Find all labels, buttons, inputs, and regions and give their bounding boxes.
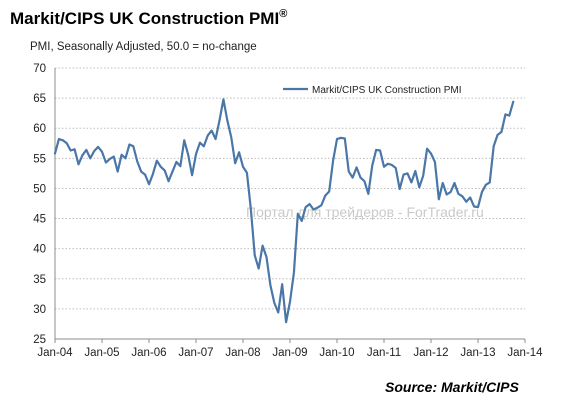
y-tick-label: 60 [33, 123, 46, 135]
registered-mark: ® [279, 8, 287, 20]
series-line-construction-pmi [53, 98, 515, 324]
y-tick-label: 65 [33, 93, 46, 105]
y-tick-label: 30 [33, 304, 46, 316]
y-tick-label: 50 [33, 183, 46, 195]
x-tick-label: Jan-12 [413, 347, 448, 359]
y-tick-label: 40 [33, 244, 46, 256]
x-tick-label: Jan-04 [37, 347, 73, 359]
y-tick-label: 45 [33, 214, 46, 226]
x-tick-label: Jan-07 [178, 347, 213, 359]
x-tick-label: Jan-14 [507, 347, 543, 359]
watermark: Портал для трейдеров - ForTrader.ru [246, 204, 484, 220]
y-tick-label: 25 [33, 334, 46, 346]
x-tick-label: Jan-13 [460, 347, 495, 359]
axes [54, 68, 525, 340]
x-tick-label: Jan-10 [319, 347, 354, 359]
x-tick-label: Jan-08 [225, 347, 260, 359]
chart-title: Markit/CIPS UK Construction PMI® [10, 8, 287, 28]
x-tick-label: Jan-11 [367, 347, 401, 359]
x-axis-ticks: Jan-04 Jan-05 Jan-06 Jan-07 Jan-08 Jan-09 Jan-… [37, 339, 543, 359]
legend: Markit/CIPS UK Construction PMI [283, 85, 461, 96]
source-note: Source: Markit/CIPS [385, 379, 519, 395]
y-tick-label: 35 [33, 274, 46, 286]
x-tick-label: Jan-05 [84, 347, 119, 359]
gridlines [55, 67, 525, 310]
chart-subtitle: PMI, Seasonally Adjusted, 50.0 = no-chan… [30, 41, 257, 53]
y-tick-label: 70 [33, 63, 46, 75]
legend-label: Markit/CIPS UK Construction PMI [312, 85, 461, 96]
x-tick-label: Jan-06 [131, 347, 166, 359]
y-axis-ticks: 70 65 60 55 50 45 40 35 30 25 [33, 63, 46, 346]
y-tick-label: 55 [33, 153, 46, 165]
series-layer [53, 98, 515, 324]
x-tick-label: Jan-09 [272, 347, 307, 359]
